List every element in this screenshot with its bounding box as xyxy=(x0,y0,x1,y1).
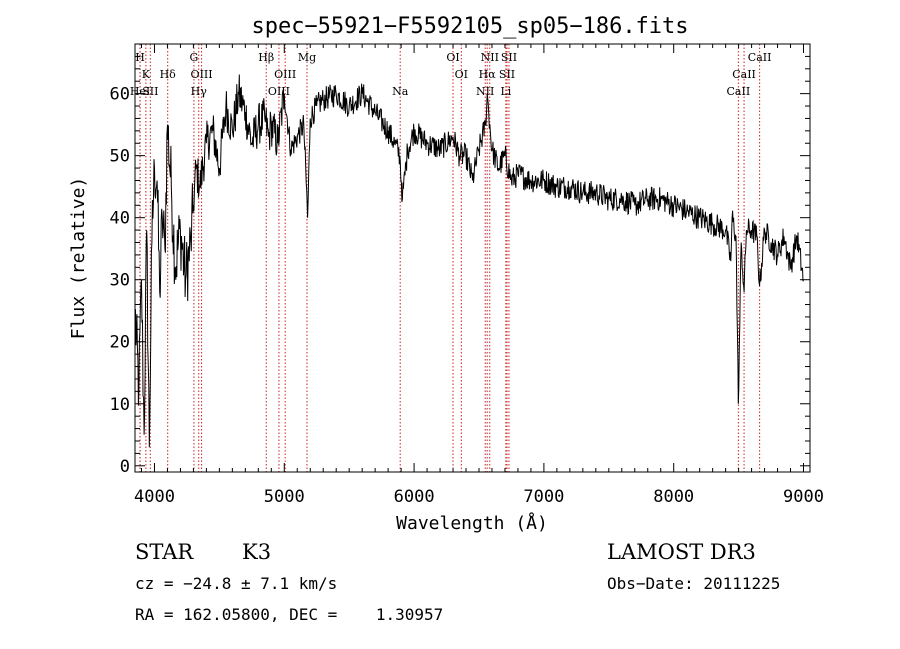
axis-ticks-layer: 4000 5000 6000 7000 8000 9000 0 10 20 30 40 50 60 xyxy=(110,44,824,507)
flux-series-line xyxy=(134,74,804,448)
marker-label-14: OI xyxy=(455,68,468,81)
marker-label-2: HeI xyxy=(130,85,150,98)
plot-frame xyxy=(134,43,811,473)
line-markers-layer xyxy=(139,44,761,472)
x-tick-label-4: 8000 xyxy=(653,487,694,507)
object-subclass: K3 xyxy=(242,540,271,564)
x-tick-label-0: 4000 xyxy=(134,487,175,507)
marker-label-6: OIII xyxy=(191,68,213,81)
y-tick-label-0: 0 xyxy=(120,457,130,477)
y-tick-label-6: 60 xyxy=(110,85,130,105)
marker-label-3: SII xyxy=(142,85,158,98)
marker-label-19: SII xyxy=(499,68,515,81)
marker-label-17: NII xyxy=(481,51,499,64)
marker-label-15: NII xyxy=(476,85,494,98)
marker-label-5: G xyxy=(190,51,199,64)
x-tick-label-3: 7000 xyxy=(523,487,564,507)
marker-label-7: Hγ xyxy=(191,85,208,98)
marker-label-8: Hβ xyxy=(258,51,274,64)
y-tick-label-2: 20 xyxy=(110,333,130,353)
marker-label-16: Hα xyxy=(479,68,497,81)
marker-label-18: Li xyxy=(500,85,511,98)
coordinates-text: RA = 162.05800, DEC = 1.30957 xyxy=(135,605,443,624)
y-tick-label-3: 30 xyxy=(110,271,130,291)
object-class: STAR xyxy=(135,540,194,564)
marker-label-23: CaII xyxy=(748,51,772,64)
marker-label-9: OIII xyxy=(268,85,290,98)
x-axis-label: Wavelength (Å) xyxy=(396,512,548,534)
marker-label-13: OI xyxy=(446,51,459,64)
marker-label-11: Mg xyxy=(298,51,316,64)
x-tick-label-1: 5000 xyxy=(264,487,305,507)
marker-label-12: Na xyxy=(392,85,409,98)
x-tick-label-5: 9000 xyxy=(783,487,824,507)
marker-label-1: K xyxy=(142,68,151,81)
line-marker-labels-layer: HKHeISIIHδGOIIIHγHβOIIIOIIIMgNaOIOINIIHα… xyxy=(130,51,772,98)
y-tick-label-5: 50 xyxy=(110,147,130,167)
marker-label-21: CaII xyxy=(727,85,751,98)
y-axis-label: Flux (relative) xyxy=(68,177,89,340)
survey-name: LAMOST DR3 xyxy=(607,540,756,564)
y-tick-label-4: 40 xyxy=(110,209,130,229)
chart-title: spec−55921−F5592105_sp05−186.fits xyxy=(251,14,688,39)
obs-date-text: Obs−Date: 20111225 xyxy=(607,574,780,593)
marker-label-0: H xyxy=(135,51,145,64)
marker-label-10: OIII xyxy=(274,68,296,81)
marker-label-20: SII xyxy=(501,51,517,64)
redshift-text: cz = −24.8 ± 7.1 km/s xyxy=(135,574,337,593)
y-tick-label-1: 10 xyxy=(110,395,130,415)
x-tick-label-2: 6000 xyxy=(394,487,435,507)
marker-label-22: CaII xyxy=(732,68,756,81)
marker-label-4: Hδ xyxy=(160,68,177,81)
